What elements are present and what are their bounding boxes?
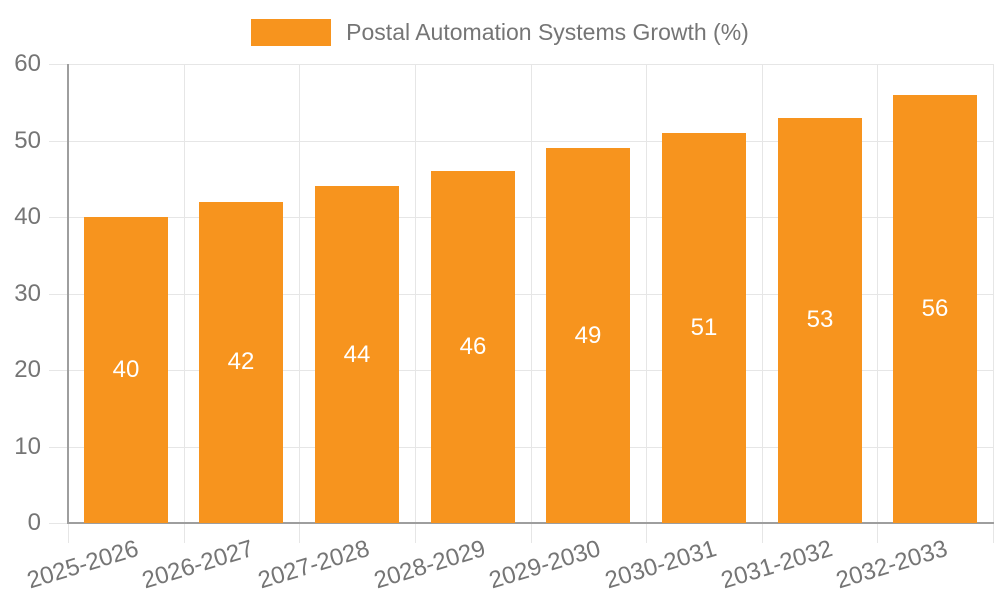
x-axis-line [67,522,994,524]
y-tick-label: 20 [14,356,41,383]
x-axis-label: 2030-2031 [602,535,720,595]
x-tick [184,523,185,543]
bar [893,95,977,523]
y-grid-line [49,217,993,218]
y-tick-label: 10 [14,433,41,460]
x-tick [531,523,532,543]
bar [546,148,630,523]
bar [662,133,746,523]
bar-value-label: 49 [574,322,602,349]
x-tick [299,523,300,543]
x-axis-label: 2027-2028 [255,535,373,595]
bar-value-label: 46 [459,333,487,360]
bar-value-label: 56 [921,295,949,322]
legend[interactable]: Postal Automation Systems Growth (%) [0,19,1000,46]
bar [199,202,283,523]
x-tick [762,523,763,543]
y-grid-line [49,141,993,142]
x-tick [415,523,416,543]
bar [778,118,862,523]
x-tick [993,523,994,543]
x-grid-line [184,64,185,523]
x-tick [68,523,69,543]
y-grid-line [49,370,993,371]
legend-label: Postal Automation Systems Growth (%) [346,19,749,45]
y-grid-line [49,447,993,448]
y-tick-label: 40 [14,203,41,230]
x-axis-label: 2028-2029 [371,535,489,595]
y-tick-label: 30 [14,280,41,307]
y-grid-line [49,294,993,295]
y-tick-label: 50 [14,127,41,154]
y-tick-label: 0 [27,509,41,536]
legend-swatch [251,19,332,46]
x-axis-label: 2026-2027 [139,535,257,595]
bar [84,217,168,523]
bar [315,186,399,523]
x-axis-label: 2032-2033 [833,535,951,595]
x-grid-line [415,64,416,523]
x-grid-line [299,64,300,523]
x-grid-line [531,64,532,523]
bar-value-label: 40 [112,356,140,383]
bar-value-label: 42 [227,348,255,375]
x-axis-label: 2031-2032 [718,535,836,595]
x-tick [646,523,647,543]
bar-value-label: 44 [343,341,371,368]
bar-value-label: 51 [690,314,718,341]
y-axis-line [67,64,69,523]
x-tick [877,523,878,543]
x-grid-line [762,64,763,523]
bar-value-label: 53 [806,306,834,333]
y-tick-label: 60 [14,50,41,77]
x-axis-label: 2029-2030 [486,535,604,595]
x-axis-label: 2025-2026 [24,535,142,595]
y-grid-line [49,64,993,65]
x-grid-line [993,64,994,523]
bar [431,171,515,523]
x-grid-line [646,64,647,523]
x-grid-line [877,64,878,523]
